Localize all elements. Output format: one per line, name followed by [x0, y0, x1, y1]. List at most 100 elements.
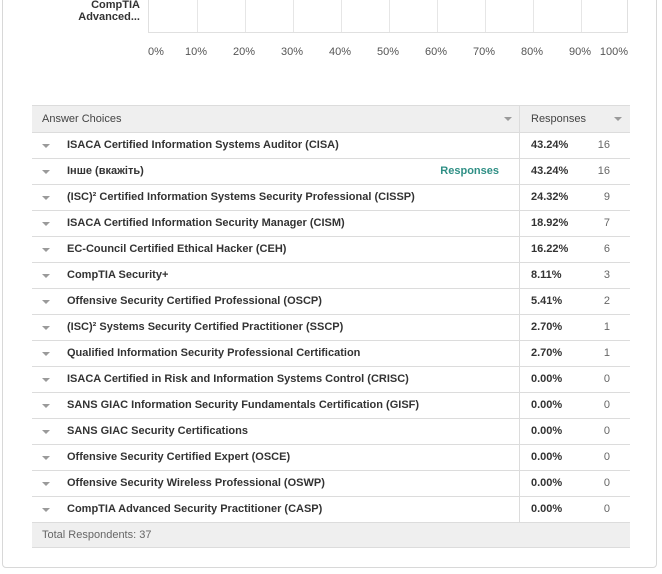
response-percent: 0.00% [531, 451, 563, 463]
response-percent: 0.00% [531, 373, 563, 385]
expand-caret-icon[interactable] [42, 482, 50, 486]
responses-header-label: Responses [531, 113, 587, 125]
answer-label: Offensive Security Certified Expert (OSC… [67, 451, 291, 463]
expand-caret-icon[interactable] [42, 300, 50, 304]
response-count: 0 [603, 425, 610, 437]
answer-label: EC-Council Certified Ethical Hacker (CEH… [67, 243, 287, 255]
chart-gridline [341, 0, 342, 32]
response-percent: 18.92% [531, 217, 569, 229]
chart-gridline [245, 0, 246, 32]
expand-caret-icon[interactable] [42, 274, 50, 278]
table-row: Offensive Security Certified Expert (OSC… [32, 445, 630, 471]
response-percent: 2.70% [531, 321, 563, 333]
chart-tick-label: 20% [232, 46, 256, 58]
response-count: 16 [597, 139, 610, 151]
expand-caret-icon[interactable] [42, 404, 50, 408]
answer-choices-header-label: Answer Choices [42, 113, 122, 125]
answer-cell: ISACA Certified Information Systems Audi… [32, 133, 520, 158]
response-count: 0 [603, 373, 610, 385]
response-count: 2 [603, 295, 610, 307]
chart-gridline [533, 0, 534, 32]
chart-tick-label: 90% [568, 46, 592, 58]
table-row: (ISC)² Certified Information Systems Sec… [32, 185, 630, 211]
chart-plot-area [148, 0, 628, 33]
table-row: SANS GIAC Security Certifications 0.00% 0 [32, 419, 630, 445]
table-row: CompTIA Security+ 8.11% 3 [32, 263, 630, 289]
answer-label: Offensive Security Certified Professiona… [67, 295, 322, 307]
expand-caret-icon[interactable] [42, 326, 50, 330]
chart-tick-label: 50% [376, 46, 400, 58]
chart-gridline [581, 0, 582, 32]
answer-label: SANS GIAC Information Security Fundament… [67, 399, 420, 411]
response-count: 0 [603, 477, 610, 489]
expand-caret-icon[interactable] [42, 170, 50, 174]
answer-cell: Offensive Security Wireless Professional… [32, 471, 520, 496]
response-percent: 0.00% [531, 503, 563, 515]
chart-gridline [485, 0, 486, 32]
sort-caret-icon[interactable] [504, 117, 512, 121]
answer-cell: ISACA Certified Information Security Man… [32, 211, 520, 236]
table-row: Offensive Security Wireless Professional… [32, 471, 630, 497]
answer-label: Qualified Information Security Professio… [67, 347, 361, 359]
table-row: Qualified Information Security Professio… [32, 341, 630, 367]
answer-choices-header[interactable]: Answer Choices [32, 106, 520, 132]
answer-label: ISACA Certified Information Security Man… [67, 217, 345, 229]
response-count: 1 [603, 347, 610, 359]
response-count: 0 [603, 451, 610, 463]
response-percent: 8.11% [531, 269, 562, 281]
chart-gridline [293, 0, 294, 32]
table-row: ISACA Certified Information Security Man… [32, 211, 630, 237]
answer-label: (ISC)² Certified Information Systems Sec… [67, 191, 415, 203]
chart-gridline [389, 0, 390, 32]
response-percent: 5.41% [531, 295, 563, 307]
answer-label: CompTIA Security+ [67, 269, 169, 281]
response-count: 16 [597, 165, 610, 177]
response-percent: 2.70% [531, 347, 563, 359]
expand-caret-icon[interactable] [42, 144, 50, 148]
table-body: ISACA Certified Information Systems Audi… [32, 133, 630, 523]
expand-caret-icon[interactable] [42, 248, 50, 252]
response-count: 0 [603, 399, 610, 411]
responses-link[interactable]: Responses [440, 165, 499, 177]
expand-caret-icon[interactable] [42, 508, 50, 512]
chart-tick-label: 70% [472, 46, 496, 58]
response-count: 1 [603, 321, 610, 333]
chart-category-label: CompTIA Advanced... [78, 0, 140, 23]
expand-caret-icon[interactable] [42, 378, 50, 382]
answer-label: (ISC)² Systems Security Certified Practi… [67, 321, 344, 333]
expand-caret-icon[interactable] [42, 430, 50, 434]
response-percent: 0.00% [531, 399, 563, 411]
sort-caret-icon[interactable] [614, 117, 622, 121]
chart-tick-label: 30% [280, 46, 304, 58]
answer-label: Інше (вкажіть) [67, 165, 144, 177]
answer-cell: (ISC)² Systems Security Certified Practi… [32, 315, 520, 340]
expand-caret-icon[interactable] [42, 456, 50, 460]
response-percent: 0.00% [531, 425, 563, 437]
response-count: 0 [603, 503, 610, 515]
answer-cell: ISACA Certified in Risk and Information … [32, 367, 520, 392]
answer-cell: Інше (вкажіть) Responses [32, 159, 520, 184]
response-percent: 43.24% [531, 139, 569, 151]
answer-label: ISACA Certified in Risk and Information … [67, 373, 409, 385]
chart-tick-label: 40% [328, 46, 352, 58]
chart-gridline [197, 0, 198, 32]
answer-label: CompTIA Advanced Security Practitioner (… [67, 503, 323, 515]
expand-caret-icon[interactable] [42, 352, 50, 356]
response-count: 6 [603, 243, 610, 255]
response-count: 3 [603, 269, 610, 281]
expand-caret-icon[interactable] [42, 222, 50, 226]
table-row: (ISC)² Systems Security Certified Practi… [32, 315, 630, 341]
answer-label: SANS GIAC Security Certifications [67, 425, 248, 437]
table-row: ISACA Certified Information Systems Audi… [32, 133, 630, 159]
response-percent: 0.00% [531, 477, 563, 489]
expand-caret-icon[interactable] [42, 196, 50, 200]
answer-cell: CompTIA Security+ [32, 263, 520, 288]
answer-cell: EC-Council Certified Ethical Hacker (CEH… [32, 237, 520, 262]
response-percent: 16.22% [531, 243, 569, 255]
chart-tick-label: 60% [424, 46, 448, 58]
answer-table: Answer Choices Responses ISACA Certified… [32, 105, 630, 548]
table-header: Answer Choices Responses [32, 105, 630, 133]
chart-tick-label: 80% [520, 46, 544, 58]
table-row: EC-Council Certified Ethical Hacker (CEH… [32, 237, 630, 263]
question-summary-card [2, 0, 657, 568]
